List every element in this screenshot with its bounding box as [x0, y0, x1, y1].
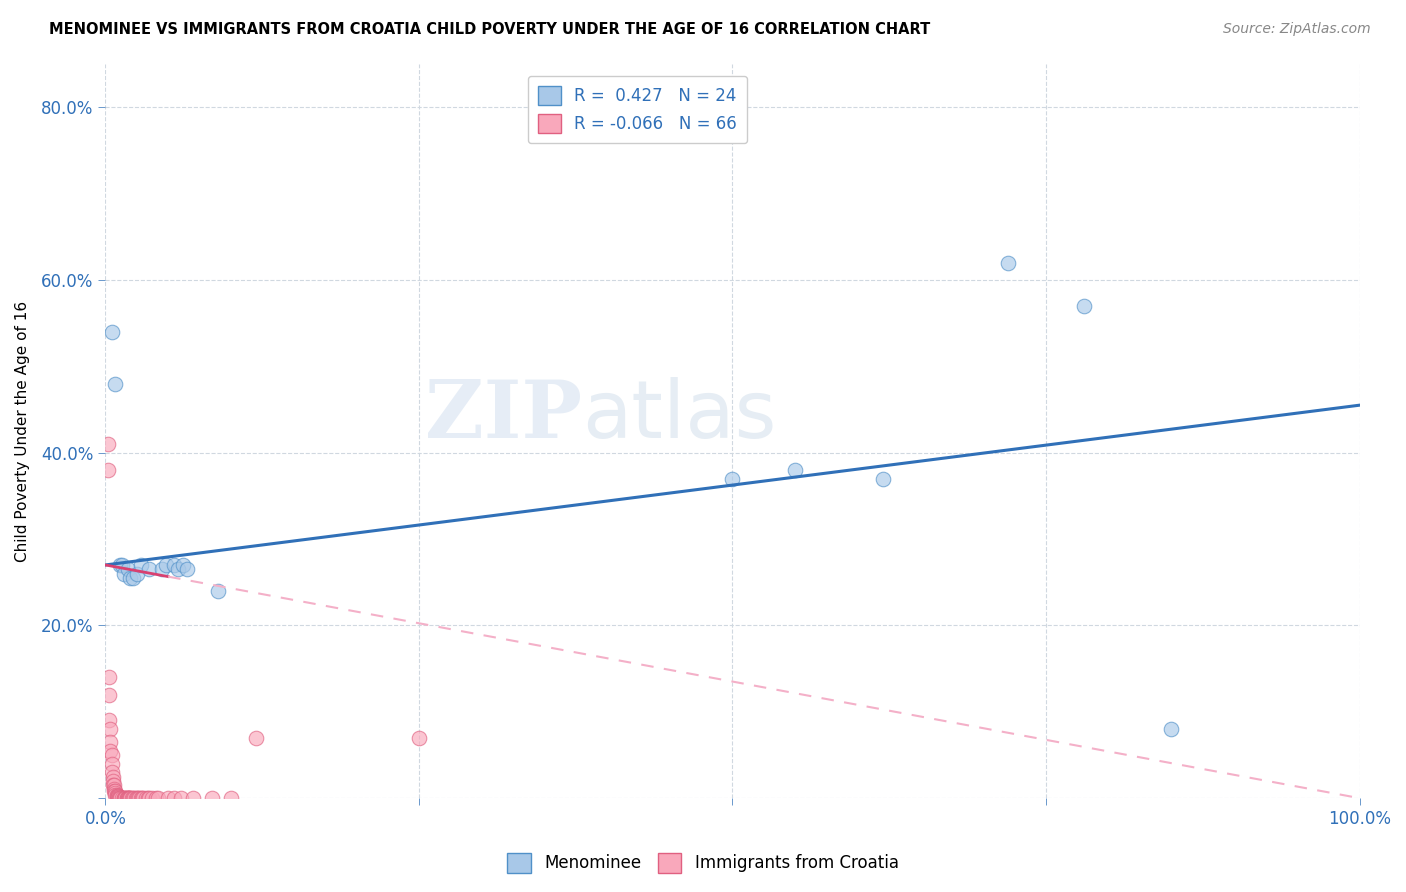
- Point: [181, 791, 204, 805]
- Point: [118, 791, 141, 805]
- Point: [129, 558, 152, 572]
- Legend: R =  0.427   N = 24, R = -0.066   N = 66: R = 0.427 N = 24, R = -0.066 N = 66: [527, 76, 747, 143]
- Point: [163, 791, 186, 805]
- Y-axis label: Child Poverty Under the Age of 16: Child Poverty Under the Age of 16: [15, 301, 30, 562]
- Text: Source: ZipAtlas.com: Source: ZipAtlas.com: [1223, 22, 1371, 37]
- Point: [128, 791, 150, 805]
- Point: [104, 788, 127, 802]
- Point: [97, 463, 120, 477]
- Point: [157, 791, 180, 805]
- Point: [117, 791, 139, 805]
- Point: [163, 558, 186, 572]
- Point: [107, 789, 129, 803]
- Point: [118, 791, 141, 805]
- Point: [120, 791, 142, 805]
- Point: [135, 791, 157, 805]
- Point: [114, 791, 136, 805]
- Point: [150, 562, 173, 576]
- Point: [145, 791, 167, 805]
- Point: [785, 463, 807, 477]
- Point: [117, 791, 139, 805]
- Point: [100, 744, 122, 758]
- Point: [104, 784, 127, 798]
- Point: [112, 566, 135, 581]
- Point: [120, 791, 142, 805]
- Point: [98, 714, 121, 728]
- Legend: Menominee, Immigrants from Croatia: Menominee, Immigrants from Croatia: [501, 847, 905, 880]
- Point: [101, 770, 124, 784]
- Point: [127, 791, 149, 805]
- Point: [98, 688, 121, 702]
- Point: [129, 791, 152, 805]
- Point: [125, 791, 148, 805]
- Point: [101, 778, 124, 792]
- Point: [100, 735, 122, 749]
- Point: [107, 789, 129, 804]
- Point: [1160, 722, 1182, 736]
- Point: [138, 562, 160, 576]
- Point: [125, 566, 148, 581]
- Point: [114, 791, 136, 805]
- Point: [112, 791, 135, 805]
- Point: [108, 790, 131, 805]
- Point: [103, 784, 125, 798]
- Point: [124, 791, 146, 805]
- Point: [100, 747, 122, 762]
- Point: [100, 765, 122, 780]
- Text: MENOMINEE VS IMMIGRANTS FROM CROATIA CHILD POVERTY UNDER THE AGE OF 16 CORRELATI: MENOMINEE VS IMMIGRANTS FROM CROATIA CHI…: [49, 22, 931, 37]
- Point: [112, 791, 135, 805]
- Point: [146, 791, 169, 805]
- Point: [997, 255, 1019, 269]
- Point: [100, 722, 122, 736]
- Point: [103, 778, 125, 792]
- Point: [207, 583, 229, 598]
- Point: [141, 791, 163, 805]
- Point: [111, 558, 134, 572]
- Point: [122, 791, 145, 805]
- Point: [108, 791, 131, 805]
- Point: [136, 791, 159, 805]
- Point: [98, 670, 121, 684]
- Point: [101, 773, 124, 788]
- Point: [110, 791, 132, 805]
- Point: [122, 791, 145, 805]
- Point: [97, 437, 120, 451]
- Point: [120, 571, 142, 585]
- Text: ZIP: ZIP: [425, 377, 582, 456]
- Point: [100, 325, 122, 339]
- Point: [172, 558, 194, 572]
- Point: [115, 791, 138, 805]
- Point: [104, 786, 127, 800]
- Point: [110, 558, 132, 572]
- Point: [167, 562, 190, 576]
- Point: [107, 790, 129, 805]
- Point: [176, 562, 198, 576]
- Point: [219, 791, 242, 805]
- Point: [121, 791, 143, 805]
- Point: [110, 791, 132, 805]
- Point: [132, 791, 155, 805]
- Point: [131, 791, 153, 805]
- Point: [117, 562, 139, 576]
- Point: [245, 731, 267, 745]
- Point: [104, 376, 127, 391]
- Text: atlas: atlas: [582, 377, 776, 456]
- Point: [115, 791, 138, 805]
- Point: [105, 788, 128, 802]
- Point: [122, 571, 145, 585]
- Point: [103, 782, 125, 797]
- Point: [155, 558, 177, 572]
- Point: [138, 791, 160, 805]
- Point: [111, 791, 134, 805]
- Point: [169, 791, 191, 805]
- Point: [201, 791, 224, 805]
- Point: [872, 472, 894, 486]
- Point: [721, 472, 744, 486]
- Point: [408, 731, 430, 745]
- Point: [1073, 299, 1095, 313]
- Point: [105, 789, 128, 803]
- Point: [100, 756, 122, 771]
